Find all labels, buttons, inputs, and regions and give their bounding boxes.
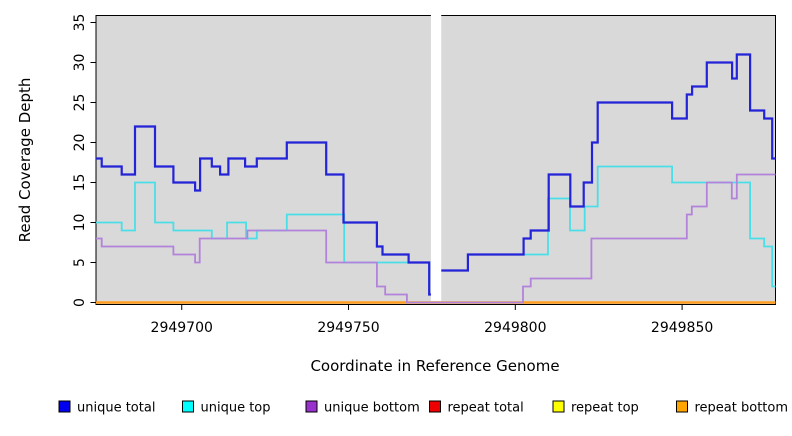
legend-swatch [552, 400, 565, 413]
y-axis-title: Read Coverage Depth [16, 78, 34, 243]
legend-label: unique bottom [324, 401, 420, 416]
legend-label: unique total [77, 401, 155, 416]
legend-swatch [429, 400, 441, 413]
legend-label: unique top [201, 401, 271, 416]
x-axis-title: Coordinate in Reference Genome [310, 357, 559, 375]
y-axis-tick-label: 25 [72, 94, 88, 112]
x-axis-tick-label: 2949750 [317, 320, 379, 336]
series-line-unique-total [96, 53, 776, 296]
legend-swatch [58, 400, 71, 413]
x-axis-tick-label: 2949800 [484, 320, 546, 336]
legend-item-repeat-bottom: repeat bottom [676, 400, 789, 416]
x-axis-tick-label: 2949850 [651, 320, 713, 336]
legend-swatch [182, 400, 194, 413]
y-axis-tick-label: 35 [72, 14, 88, 32]
y-axis-tick-label: 0 [72, 298, 88, 307]
legend-label: repeat total [448, 401, 524, 416]
y-axis-tick-label: 30 [72, 54, 88, 72]
y-axis-tick-label: 15 [72, 174, 88, 192]
legend-item-unique-bottom: unique bottom [305, 400, 420, 416]
legend: unique total unique top unique bottom repea… [58, 400, 789, 416]
legend-swatch [676, 400, 688, 413]
legend-item-repeat-top: repeat top [552, 400, 639, 416]
legend-item-unique-top: unique top [182, 400, 271, 416]
legend-item-unique-total: unique total [58, 400, 155, 416]
legend-swatch [305, 400, 318, 413]
legend-label: repeat bottom [695, 401, 789, 416]
series-line-unique-bottom [96, 173, 776, 304]
masked-region-band [430, 14, 442, 301]
legend-label: repeat top [571, 401, 639, 416]
x-axis-tick-label: 2949700 [151, 320, 213, 336]
y-axis-tick-label: 10 [72, 214, 88, 232]
legend-item-repeat-total: repeat total [429, 400, 524, 416]
plot-layer: 2949700 2949750 2949800 2949850 0 5 10 15 20 25 30… [72, 14, 776, 336]
y-axis-tick-label: 20 [72, 134, 88, 152]
y-axis-tick-label: 5 [72, 258, 88, 267]
